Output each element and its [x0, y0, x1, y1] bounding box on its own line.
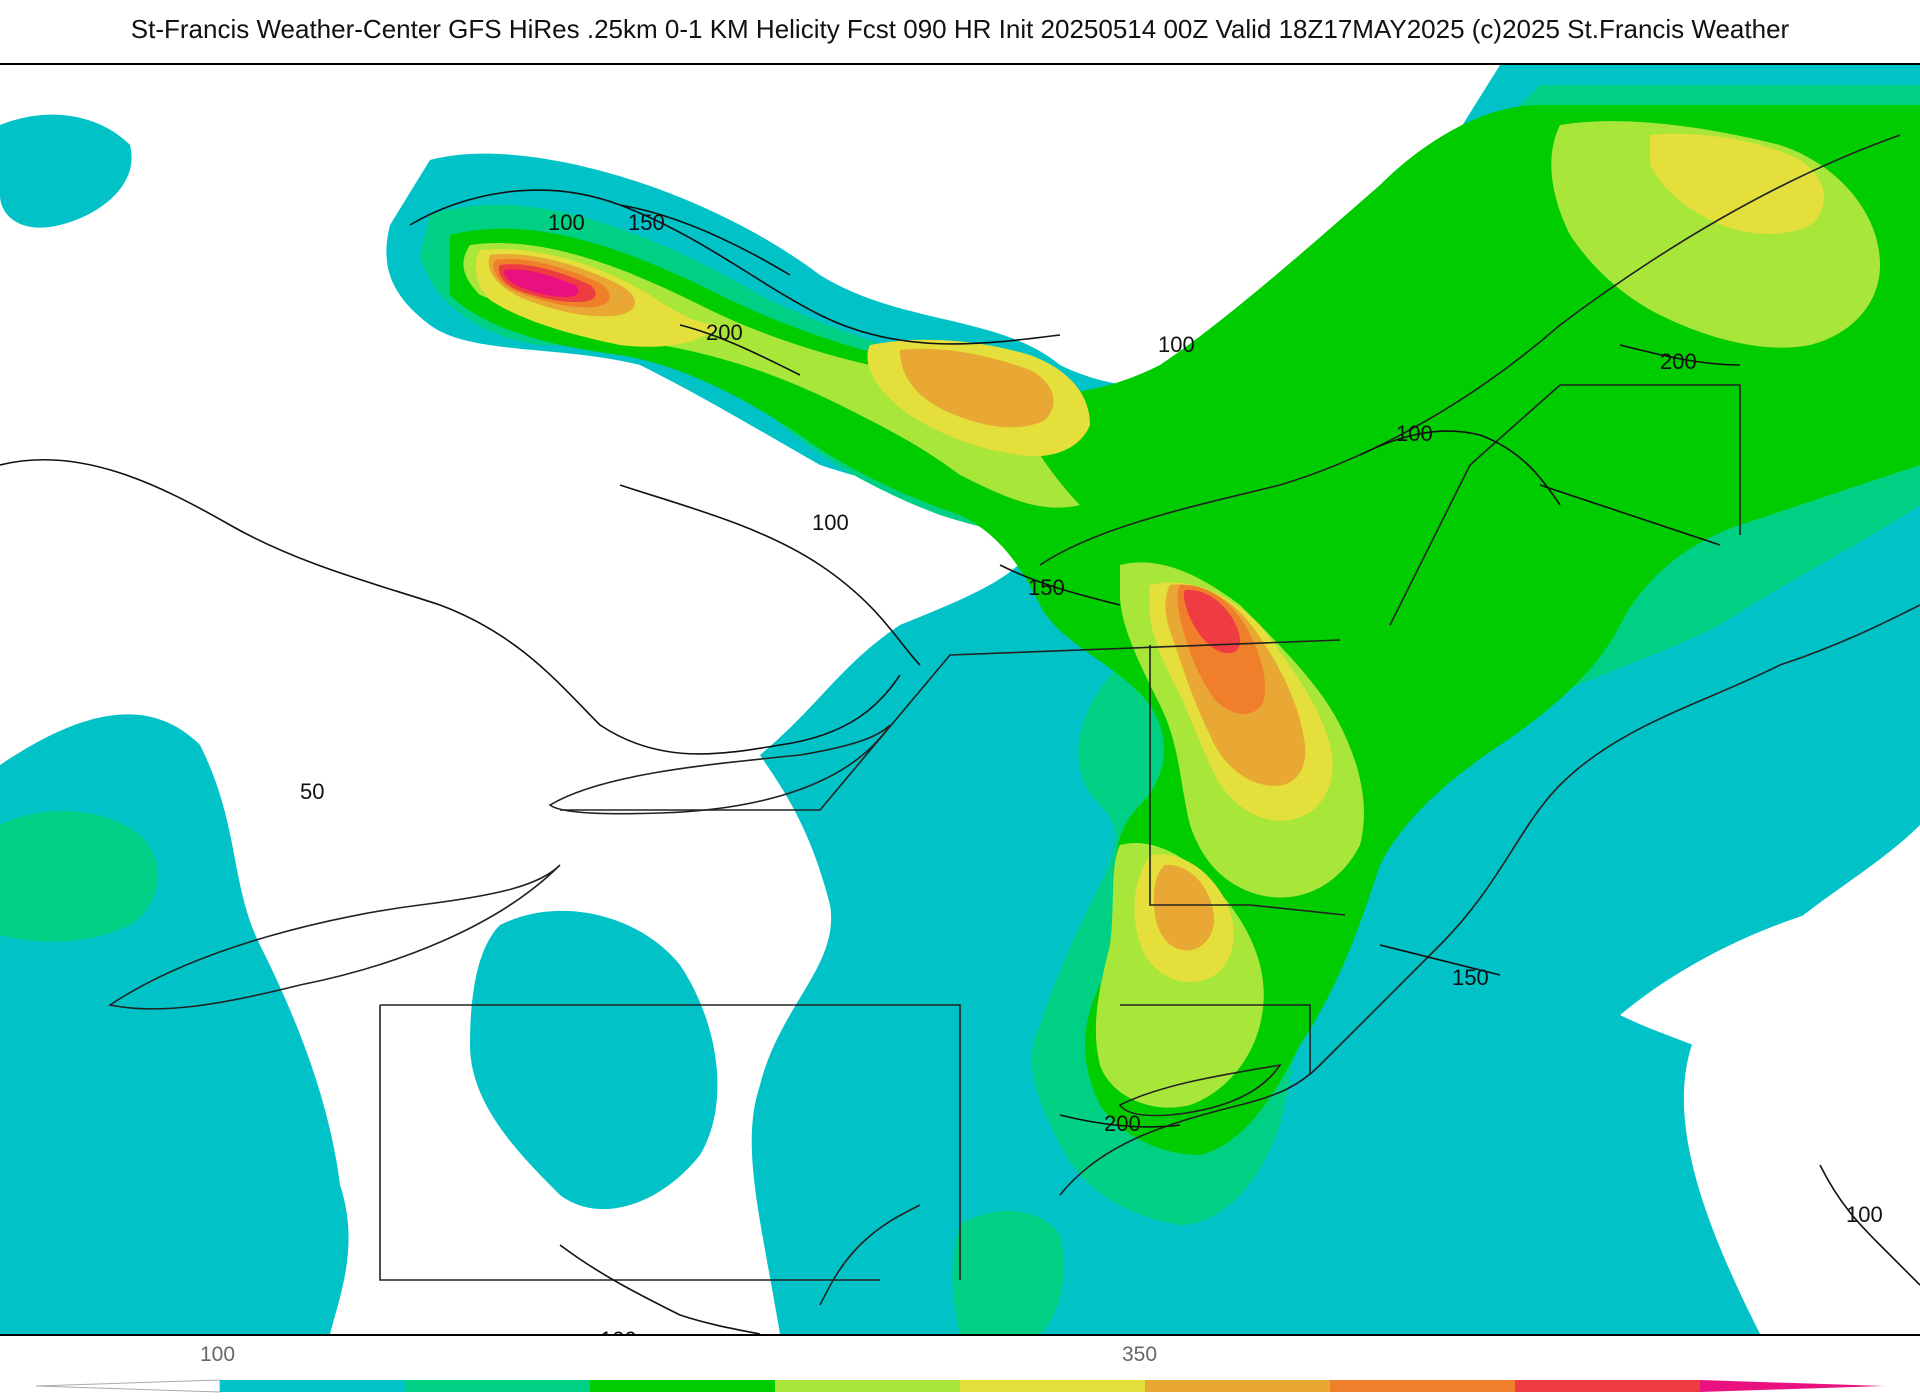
map-title: St-Francis Weather-Center GFS HiRes .25k… — [130, 14, 1790, 44]
state-boundary-vt-nh — [1149, 645, 1346, 916]
map-panel: 50 100 100 100 100 100 100 150 150 150 2… — [0, 63, 1920, 1336]
contour-label: 100 — [812, 510, 849, 535]
contour-label-layer: 50 100 100 100 100 100 100 150 150 150 2… — [300, 210, 1883, 1334]
contour-label: 200 — [1660, 349, 1697, 374]
canada-border — [1039, 134, 1901, 566]
fill-150-sw — [0, 811, 159, 942]
legend-arrow-high — [1700, 1380, 1884, 1392]
gap-east — [1620, 895, 1920, 1153]
legend-swatch-150 — [405, 1380, 590, 1392]
contour-150-se — [1379, 944, 1501, 976]
contour-label: 200 — [706, 320, 743, 345]
legend-swatch-450 — [1515, 1380, 1700, 1392]
legend-arrow-low — [35, 1379, 221, 1393]
contour-label: 150 — [1452, 965, 1489, 990]
legend-tick-label: 350 — [1122, 1343, 1158, 1366]
contour-150-mid — [999, 564, 1121, 606]
contour-200-north — [679, 324, 801, 376]
contour-100-east — [1539, 484, 1721, 546]
fill-100-west — [0, 714, 349, 1334]
contour-200-south — [1059, 1114, 1181, 1128]
contour-100-south — [559, 1244, 761, 1334]
contour-100-mid — [619, 484, 921, 666]
state-boundary-pa-south — [379, 1005, 880, 1281]
fill-150-south — [952, 1211, 1064, 1334]
legend-swatch-100 — [220, 1380, 405, 1392]
fill-350-mid — [900, 348, 1054, 428]
contour-label: 100 — [1158, 332, 1195, 357]
helicity-map: 50 100 100 100 100 100 100 150 150 150 2… — [0, 65, 1920, 1334]
fill-300-ne — [1650, 133, 1824, 235]
legend-colorbar — [35, 1379, 1884, 1393]
legend-swatch-400 — [1330, 1380, 1515, 1392]
contour-layer — [0, 189, 1920, 1334]
contour-label: 150 — [628, 210, 665, 235]
fill-100-nw — [0, 114, 132, 228]
legend-swatch-350 — [1145, 1380, 1330, 1392]
contour-label: 50 — [300, 779, 324, 804]
fill-450-central — [1183, 589, 1241, 654]
helicity-fill-layer — [0, 65, 1920, 1334]
fill-100-south — [470, 910, 718, 1210]
contour-100-se — [1819, 1164, 1920, 1286]
state-boundary-ct — [1120, 1004, 1311, 1075]
great-lake-ontario — [548, 724, 891, 815]
fill-350-south — [1153, 864, 1214, 951]
fill-500-north — [504, 269, 579, 297]
great-lake-erie — [107, 864, 561, 1010]
chesapeake — [819, 1204, 921, 1306]
contour-label: 150 — [1028, 575, 1065, 600]
state-boundary-maine — [1389, 384, 1741, 626]
contour-label: 100 — [600, 1327, 637, 1334]
contour-label: 100 — [548, 210, 585, 235]
gap-top — [1057, 167, 1341, 316]
contour-50-west — [0, 458, 901, 755]
contour-150-north — [619, 204, 791, 276]
contour-label: 200 — [1104, 1111, 1141, 1136]
long-island — [1118, 1063, 1282, 1117]
contour-100-ne — [1359, 430, 1561, 506]
contour-label: 100 — [1396, 421, 1433, 446]
contour-100-north — [409, 189, 1061, 345]
legend-swatch-250 — [775, 1380, 960, 1392]
legend-swatch-300 — [960, 1380, 1145, 1392]
legend-tick-label: 100 — [200, 1343, 236, 1366]
coastline — [1059, 604, 1920, 1196]
state-boundary-ny-pa — [380, 1004, 961, 1280]
legend-swatch-200 — [590, 1380, 775, 1392]
boundary-layer — [107, 134, 1920, 1306]
contour-200-ne — [1619, 344, 1741, 366]
contour-label: 100 — [1846, 1202, 1883, 1227]
